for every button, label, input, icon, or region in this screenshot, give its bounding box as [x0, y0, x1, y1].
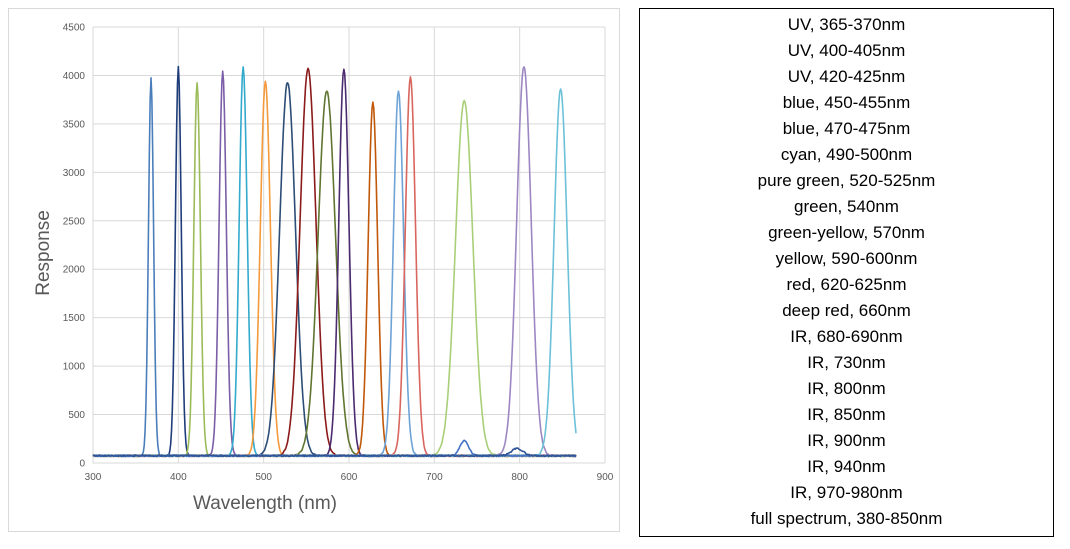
- legend-item: IR, 680-690nm: [790, 327, 903, 346]
- legend-item: UV, 400-405nm: [787, 41, 906, 60]
- x-tick-label: 800: [511, 472, 528, 483]
- legend-item: IR, 940nm: [807, 457, 886, 476]
- chart-panel: 0 500 1000 1500 2000 2500 3000 3500 4000 4500 300 4…: [8, 8, 620, 532]
- x-tick-label: 500: [255, 472, 272, 483]
- y-tick-label: 3500: [63, 119, 86, 130]
- y-tick-label: 3000: [63, 168, 86, 179]
- legend-item: cyan, 490-500nm: [780, 145, 913, 164]
- legend-item: pure green, 520-525nm: [757, 171, 936, 190]
- x-tick-label: 600: [341, 472, 358, 483]
- y-tick-label: 4500: [63, 23, 86, 34]
- x-tick-label: 400: [170, 472, 187, 483]
- series-line: [92, 68, 577, 458]
- y-tick-label: 2500: [63, 216, 86, 227]
- legend-item: IR, 970-980nm: [790, 483, 903, 502]
- legend-item: UV, 420-425nm: [787, 67, 906, 86]
- y-tick-label: 4000: [63, 71, 86, 82]
- y-tick-label: 500: [68, 410, 85, 421]
- x-axis-title: Wavelength (nm): [193, 493, 337, 514]
- y-tick-label: 1500: [63, 313, 86, 324]
- legend-item: blue, 470-475nm: [782, 119, 911, 138]
- legend-item: IR, 900nm: [807, 431, 886, 450]
- legend-list: UV, 365-370nm UV, 400-405nm UV, 420-425nm b…: [640, 12, 1053, 532]
- spectral-response-chart: 0 500 1000 1500 2000 2500 3000 3500 4000 4500 300 4…: [33, 23, 614, 515]
- legend-item: yellow, 590-600nm: [775, 249, 918, 268]
- legend-item: deep red, 660nm: [782, 301, 911, 320]
- x-tick-label: 300: [85, 472, 102, 483]
- legend-item: IR, 730nm: [807, 353, 886, 372]
- series-line: [92, 447, 577, 458]
- legend-item: full spectrum, 380-850nm: [750, 509, 943, 528]
- tick-labels: 0 500 1000 1500 2000 2500 3000 3500 4000 4500 300 4…: [63, 23, 614, 484]
- legend-item: IR, 800nm: [807, 379, 886, 398]
- y-tick-label: 1000: [63, 362, 86, 373]
- y-axis-title: Response: [33, 210, 54, 296]
- series-lines: [92, 65, 577, 458]
- legend-item: green, 540nm: [794, 197, 899, 216]
- x-tick-label: 700: [426, 472, 443, 483]
- y-tick-label: 2000: [63, 265, 86, 276]
- legend-item: IR, 850nm: [807, 405, 886, 424]
- legend-item: UV, 365-370nm: [787, 15, 906, 34]
- legend-box: UV, 365-370nm UV, 400-405nm UV, 420-425nm b…: [639, 8, 1054, 537]
- x-tick-label: 900: [597, 472, 614, 483]
- legend-item: red, 620-625nm: [786, 275, 907, 294]
- y-tick-label: 0: [79, 459, 85, 470]
- legend-item: green-yellow, 570nm: [768, 223, 925, 242]
- legend-item: blue, 450-455nm: [782, 93, 911, 112]
